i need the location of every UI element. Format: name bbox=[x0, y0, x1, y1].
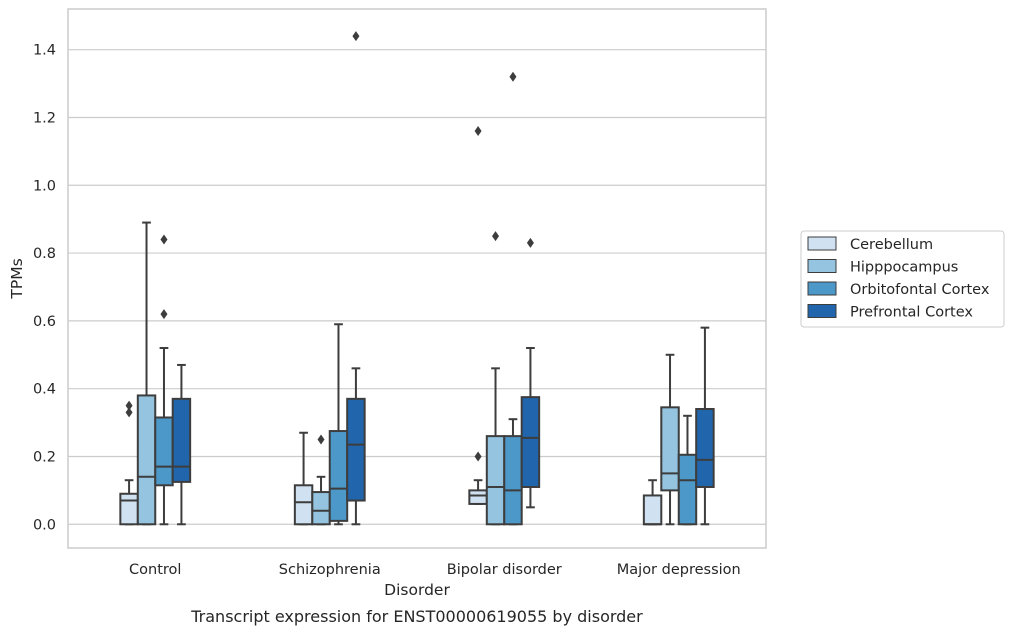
y-tick-label: 0.4 bbox=[33, 382, 56, 398]
x-tick-label: Bipolar disorder bbox=[447, 562, 562, 578]
box-body bbox=[311, 491, 331, 526]
legend-label: Orbitofontal Cortex bbox=[850, 282, 990, 298]
box-hipppocampus bbox=[136, 221, 157, 526]
outlier-point bbox=[352, 31, 360, 42]
box-body bbox=[695, 408, 715, 488]
legend: Cerebellum Hipppocampus Orbitofontal Corte… bbox=[800, 230, 1005, 328]
boxes bbox=[119, 31, 715, 526]
box-body bbox=[119, 492, 139, 526]
box-body bbox=[503, 435, 523, 526]
outlier-point bbox=[160, 234, 168, 245]
x-axis-label: Disorder bbox=[384, 581, 450, 599]
y-tick-labels: 0.0 0.2 0.4 0.6 0.8 1.0 1.2 1.4 bbox=[33, 43, 56, 534]
y-tick-label: 0.8 bbox=[33, 246, 56, 262]
y-tick-label: 1.2 bbox=[33, 110, 56, 126]
outlier-point bbox=[160, 309, 168, 320]
legend-swatch bbox=[807, 236, 837, 251]
box-orbitofontal-cortex bbox=[677, 414, 698, 526]
box-body bbox=[660, 406, 680, 492]
box-orbitofontal-cortex bbox=[154, 234, 174, 526]
x-tick-label: Major depression bbox=[617, 562, 741, 578]
box-body bbox=[293, 484, 314, 526]
legend-label: Prefrontal Cortex bbox=[850, 305, 973, 321]
box-prefrontal-cortex bbox=[695, 326, 715, 526]
x-tick-label: Schizophrenia bbox=[279, 562, 381, 578]
y-tick-label: 1.0 bbox=[33, 178, 56, 194]
y-tick-label: 0.2 bbox=[33, 449, 56, 465]
outlier-point bbox=[474, 451, 482, 462]
box-orbitofontal-cortex bbox=[328, 323, 349, 526]
y-tick-label: 0.0 bbox=[33, 517, 56, 533]
legend-label: Cerebellum bbox=[850, 237, 933, 253]
box-body bbox=[642, 494, 663, 526]
outlier-point bbox=[125, 407, 133, 418]
box-body bbox=[328, 430, 349, 522]
plot-frame bbox=[67, 8, 767, 549]
box-body bbox=[677, 453, 698, 526]
legend-label: Hipppocampus bbox=[850, 260, 958, 276]
outlier-point bbox=[509, 71, 517, 82]
box-prefrontal-cortex bbox=[171, 363, 192, 526]
outlier-point bbox=[317, 434, 325, 445]
x-tick-label: Control bbox=[129, 562, 181, 578]
box-body bbox=[485, 435, 506, 526]
box-cerebellum bbox=[119, 400, 139, 526]
outlier-point bbox=[526, 237, 534, 248]
box-body bbox=[468, 489, 488, 505]
outlier-point bbox=[492, 231, 500, 242]
y-axis-label: TPMs bbox=[8, 258, 26, 299]
legend-frame bbox=[800, 230, 1005, 328]
box-cerebellum bbox=[293, 431, 314, 526]
box-cerebellum bbox=[642, 479, 663, 526]
outlier-point bbox=[474, 126, 482, 137]
chart-caption: Transcript expression for ENST0000061905… bbox=[190, 607, 643, 626]
y-tick-label: 1.4 bbox=[33, 43, 56, 59]
box-prefrontal-cortex bbox=[346, 31, 366, 526]
legend-swatch bbox=[807, 281, 837, 296]
box-body bbox=[520, 396, 541, 488]
x-tick-labels: Control Schizophrenia Bipolar disorder Majo… bbox=[129, 562, 741, 578]
box-hipppocampus bbox=[660, 353, 680, 526]
box-hipppocampus bbox=[485, 231, 506, 526]
outlier-point bbox=[125, 400, 133, 411]
box-orbitofontal-cortex bbox=[503, 71, 523, 526]
box-body bbox=[136, 394, 157, 526]
box-prefrontal-cortex bbox=[520, 237, 541, 509]
legend-swatch bbox=[807, 259, 837, 273]
box-cerebellum bbox=[468, 126, 488, 505]
box-hipppocampus bbox=[311, 434, 331, 526]
box-body bbox=[346, 397, 366, 502]
y-tick-label: 0.6 bbox=[33, 314, 56, 330]
legend-swatch bbox=[807, 304, 837, 318]
box-body bbox=[154, 416, 174, 487]
box-body bbox=[171, 397, 192, 483]
